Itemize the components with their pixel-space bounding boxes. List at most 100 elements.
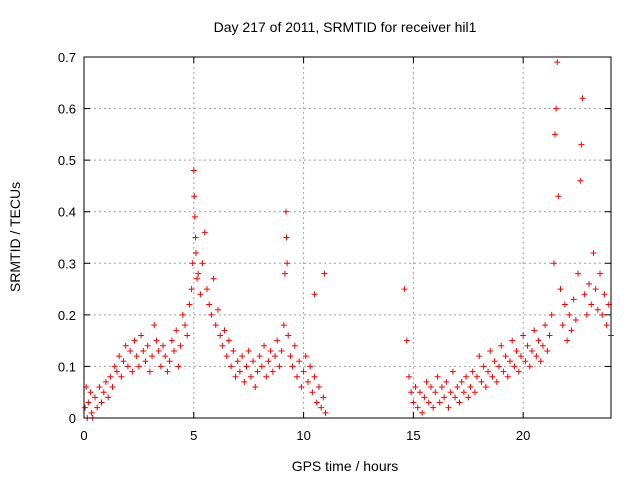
data-point (269, 368, 276, 375)
data-point (427, 384, 434, 391)
x-tick-label: 0 (80, 428, 87, 443)
grid (84, 57, 611, 418)
data-point (243, 363, 250, 370)
data-point (410, 399, 417, 406)
data-point (241, 378, 248, 385)
data-point (116, 353, 123, 360)
x-tick-label: 20 (516, 428, 530, 443)
data-point (485, 368, 492, 375)
data-point (256, 353, 263, 360)
data-point (522, 358, 529, 365)
x-tick-label: 15 (406, 428, 420, 443)
data-point (168, 337, 175, 344)
data-point (539, 342, 546, 349)
data-point (441, 394, 448, 401)
plot-frame (83, 56, 612, 419)
data-point (296, 358, 303, 365)
data-point (274, 337, 281, 344)
data-point (210, 275, 217, 282)
data-point (504, 373, 511, 380)
data-point (438, 384, 445, 391)
data-point (520, 332, 527, 339)
data-point (321, 270, 328, 277)
data-point (454, 384, 461, 391)
data-point (206, 301, 213, 308)
data-point (138, 332, 145, 339)
data-point (578, 141, 585, 148)
data-point (561, 301, 568, 308)
data-point (597, 270, 604, 277)
y-tick-label: 0.6 (58, 102, 76, 117)
data-point (601, 291, 608, 298)
data-point (436, 399, 443, 406)
data-point (315, 384, 322, 391)
data-point (175, 363, 182, 370)
data-point (199, 260, 206, 267)
data-point (412, 384, 419, 391)
data-point (96, 384, 103, 391)
data-point (509, 337, 516, 344)
data-point (603, 322, 610, 329)
data-point (463, 373, 470, 380)
data-point (302, 353, 309, 360)
data-point (537, 358, 544, 365)
data-point (458, 378, 465, 385)
data-point (489, 373, 496, 380)
data-point (278, 347, 285, 354)
data-point (162, 353, 169, 360)
data-point (149, 353, 156, 360)
data-point (109, 384, 116, 391)
data-point (517, 353, 524, 360)
data-point (405, 373, 412, 380)
data-point (135, 363, 142, 370)
data-point (98, 399, 105, 406)
data-point (493, 378, 500, 385)
data-point (140, 347, 147, 354)
data-point (526, 363, 533, 370)
data-point (225, 337, 232, 344)
data-points (82, 59, 614, 421)
data-point (550, 260, 557, 267)
data-point (201, 229, 208, 236)
data-point (155, 347, 162, 354)
data-point (263, 373, 270, 380)
data-point (524, 342, 531, 349)
data-point (289, 363, 296, 370)
data-point (293, 373, 300, 380)
data-point (186, 301, 193, 308)
data-point (190, 167, 197, 174)
data-point (157, 363, 164, 370)
data-point (177, 342, 184, 349)
x-axis-label: GPS time / hours (292, 458, 399, 474)
data-point (191, 193, 198, 200)
data-point (320, 394, 327, 401)
data-point (443, 378, 450, 385)
data-point (570, 296, 577, 303)
data-point (208, 311, 215, 318)
data-point (511, 363, 518, 370)
data-point (228, 363, 235, 370)
data-point (223, 353, 230, 360)
data-point (100, 389, 107, 396)
data-point (577, 177, 584, 184)
data-point (284, 260, 291, 267)
data-point (151, 322, 158, 329)
data-point (153, 337, 160, 344)
data-point (496, 363, 503, 370)
data-point (247, 373, 254, 380)
data-point (434, 373, 441, 380)
data-point (212, 322, 219, 329)
data-point (425, 399, 432, 406)
data-point (515, 368, 522, 375)
data-point (403, 337, 410, 344)
data-point (265, 358, 272, 365)
data-point (487, 347, 494, 354)
data-point (230, 347, 237, 354)
y-axis-label: SRMTID / TECUs (7, 182, 23, 292)
data-point (594, 306, 601, 313)
data-point (283, 208, 290, 215)
data-point (432, 389, 439, 396)
data-point (548, 311, 555, 318)
data-point (195, 270, 202, 277)
